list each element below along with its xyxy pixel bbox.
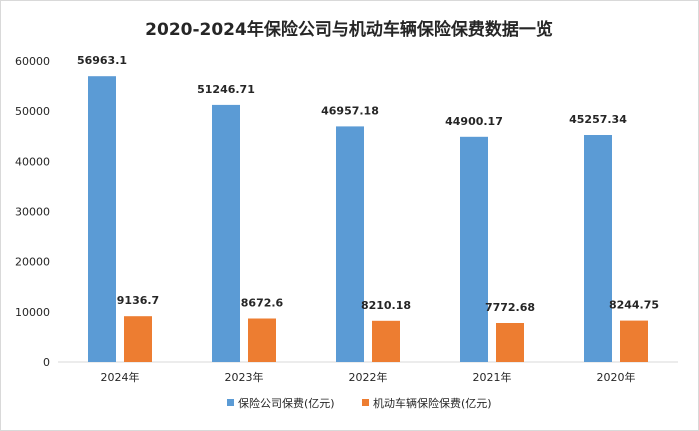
bar-vehicle-premium	[372, 320, 400, 362]
y-tick-label: 30000	[15, 206, 50, 219]
x-category-label: 2024年	[101, 370, 140, 384]
bar-insurance-premium	[88, 76, 116, 362]
bar-vehicle-premium	[124, 316, 152, 362]
y-tick-label: 20000	[15, 256, 50, 269]
bar-vehicle-premium	[496, 323, 524, 362]
bar-insurance-premium	[584, 135, 612, 362]
bar-data-label: 8672.6	[241, 297, 284, 310]
x-category-label: 2023年	[225, 370, 264, 384]
legend-swatch	[362, 399, 369, 406]
x-axis: 2024年 2023年 2022年 2021年 2020年	[101, 370, 636, 384]
bar-vehicle-premium	[248, 318, 276, 362]
y-tick-label: 60000	[15, 55, 50, 68]
legend-label: 保险公司保费(亿元)	[238, 396, 335, 410]
y-tick-label: 10000	[15, 306, 50, 319]
bar-data-label: 46957.18	[321, 104, 379, 117]
legend-label: 机动车辆保险保费(亿元)	[373, 396, 492, 410]
y-tick-label: 0	[43, 356, 50, 369]
y-axis: 0 10000 20000 30000 40000 50000 60000	[15, 55, 50, 369]
bar-data-label: 51246.71	[197, 83, 255, 96]
x-category-label: 2020年	[597, 370, 636, 384]
bar-data-label: 44900.17	[445, 115, 503, 128]
legend: 保险公司保费(亿元) 机动车辆保险保费(亿元)	[227, 396, 492, 410]
bar-data-label: 56963.1	[77, 54, 127, 67]
legend-swatch	[227, 399, 234, 406]
bar-insurance-premium	[336, 126, 364, 363]
bar-data-label: 8244.75	[609, 299, 659, 312]
bar-data-label: 7772.68	[485, 301, 535, 314]
bar-data-label: 8210.18	[361, 299, 411, 312]
x-category-label: 2021年	[473, 370, 512, 384]
data-labels-group: 56963.1 51246.71 46957.18 44900.17 45257.34 9…	[77, 54, 659, 314]
bar-vehicle-premium	[620, 320, 648, 362]
bar-insurance-premium	[212, 104, 240, 363]
y-tick-label: 50000	[15, 105, 50, 118]
bars-group	[88, 76, 648, 363]
chart-title: 2020-2024年保险公司与机动车辆保险保费数据一览	[145, 19, 553, 40]
x-category-label: 2022年	[349, 370, 388, 384]
bar-insurance-premium	[460, 136, 488, 362]
bar-data-label: 45257.34	[569, 113, 627, 126]
y-tick-label: 40000	[15, 155, 50, 168]
bar-data-label: 9136.7	[117, 294, 159, 307]
